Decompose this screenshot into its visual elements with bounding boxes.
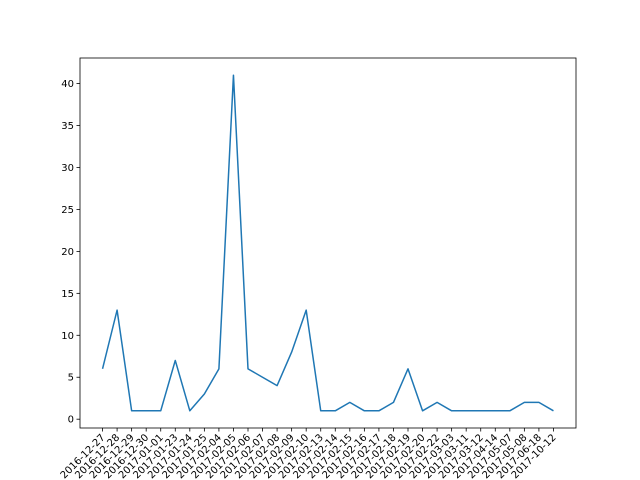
y-tick-label: 25 bbox=[61, 205, 74, 216]
y-tick-label: 15 bbox=[61, 289, 74, 300]
y-tick-label: 35 bbox=[61, 121, 74, 132]
data-line bbox=[101, 74, 554, 412]
y-tick-label: 0 bbox=[68, 415, 74, 426]
y-tick-label: 20 bbox=[61, 247, 74, 258]
y-tick-label: 5 bbox=[68, 373, 74, 384]
axes-frame bbox=[79, 57, 577, 429]
y-tick-label: 10 bbox=[61, 331, 74, 342]
y-tick-label: 40 bbox=[61, 79, 74, 90]
y-tick-label: 30 bbox=[61, 163, 74, 174]
